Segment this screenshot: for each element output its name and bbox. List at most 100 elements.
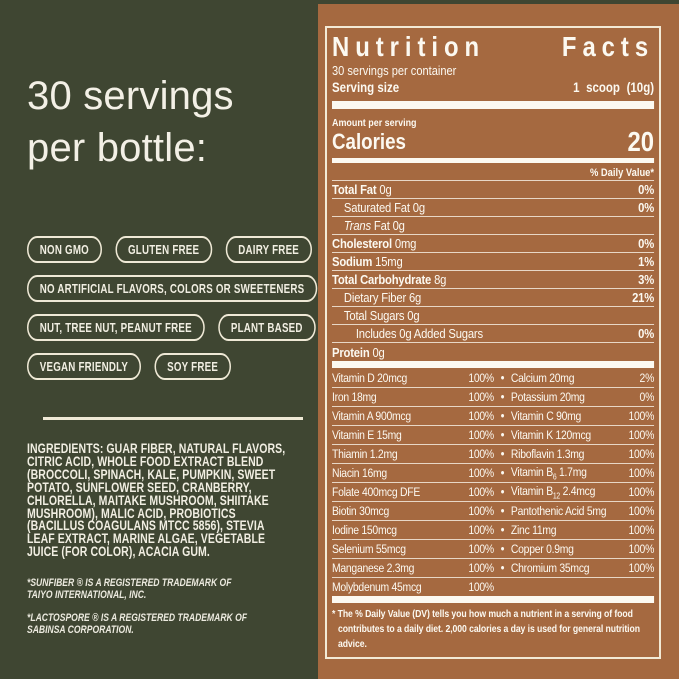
micronutrient-right-dv: 100% xyxy=(628,485,655,499)
trademark-note-lactospore: *LACTOSPORE ® IS A REGISTERED TRADEMARK … xyxy=(27,612,248,637)
micronutrient-left-name: Vitamin D 20mcg xyxy=(332,370,408,385)
nutrient-row: Total Fat 0g 0% xyxy=(332,181,654,199)
micronutrient-left-name: Vitamin E 15mg xyxy=(332,428,402,442)
micronutrient-left-name: Biotin 30mcg xyxy=(332,504,389,518)
nutrient-rows: Total Fat 0g 0% Saturated Fat 0g 0% Trans Fa… xyxy=(332,181,654,361)
micronutrient-bullet: • xyxy=(500,409,505,423)
nutrient-row: Total Sugars 0g xyxy=(332,307,655,325)
nutrient-name: Trans Fat 0g xyxy=(343,218,405,233)
nutrient-name: Total Carbohydrate 8g xyxy=(332,272,447,287)
nutrient-name: Total Fat 0g xyxy=(332,182,392,197)
claim-badge-pill: PLANT BASED xyxy=(218,314,316,341)
micronutrient-bullet: • xyxy=(500,428,505,442)
serving-size-label: Serving size xyxy=(332,80,400,95)
micronutrient-row: Vitamin E 15mg 100% • Vitamin K 120mcg 100% xyxy=(332,425,654,444)
ingredients-text: INGREDIENTS: GUAR FIBER, NATURAL FLAVORS… xyxy=(27,441,286,560)
micronutrient-right-name: Potassium 20mg xyxy=(510,390,585,404)
micronutrient-left-name: Iron 18mg xyxy=(332,390,377,404)
trademark-note-sunfiber: *SUNFIBER ® IS A REGISTERED TRADEMARK OF… xyxy=(27,577,232,602)
nutrient-daily-value: 21% xyxy=(632,290,655,305)
micronutrient-right-dv: 100% xyxy=(628,447,655,461)
nutrient-row: Dietary Fiber 6g 21% xyxy=(332,289,654,307)
micronutrient-row: Iodine 150mcg 100% • Zinc 11mg 100% xyxy=(332,520,654,539)
micronutrient-right-name: Vitamin K 120mcg xyxy=(510,428,591,442)
micronutrient-bullet: • xyxy=(500,485,505,499)
micronutrient-left-dv: 100% xyxy=(468,485,494,499)
micronutrient-left-dv: 100% xyxy=(468,504,494,518)
micronutrient-row: Manganese 2.3mg 100% • Chromium 35mcg 100% xyxy=(332,558,654,577)
micronutrient-right-name: Pantothenic Acid 5mg xyxy=(510,504,607,518)
micronutrient-row: Vitamin A 900mcg 100% • Vitamin C 90mg 100% xyxy=(332,406,654,425)
nutrient-daily-value: 0% xyxy=(638,326,655,341)
micronutrient-right-dv: 100% xyxy=(628,409,655,423)
servings-heading-line2: per bottle: xyxy=(27,126,208,170)
right-panel: Nutrition Facts 30 servings per container… xyxy=(318,4,679,679)
micronutrient-bullet: • xyxy=(500,370,505,385)
separator-bar-thick xyxy=(332,101,655,109)
micronutrient-left-dv: 100% xyxy=(468,390,494,404)
micronutrient-row: Niacin 16mg 100% • Vitamin B6 1.7mg 100% xyxy=(332,463,654,482)
nutrient-name: Cholesterol 0mg xyxy=(332,236,417,251)
nutrient-daily-value: 0% xyxy=(638,236,655,251)
micronutrient-right-name: Riboflavin 1.3mg xyxy=(510,447,585,461)
nutrition-facts-title-word: Facts xyxy=(561,31,655,62)
separator-bar-medium xyxy=(332,158,655,163)
nutrient-daily-value: 0% xyxy=(638,200,655,215)
micronutrient-right-dv: 100% xyxy=(628,523,655,537)
servings-heading-line1: 30 servings xyxy=(27,74,234,118)
nutrient-row: Sodium 15mg 1% xyxy=(332,253,654,271)
calories-row: Calories 20 xyxy=(332,126,655,157)
micronutrient-row: Molybdenum 45mcg 100% xyxy=(332,577,655,596)
badge-row: NO ARTIFICIAL FLAVORS, COLORS OR SWEETEN… xyxy=(27,275,320,302)
nutrient-daily-value: 3% xyxy=(638,272,655,287)
micronutrient-left-dv: 100% xyxy=(468,542,494,556)
micronutrient-row: Thiamin 1.2mg 100% • Riboflavin 1.3mg 100% xyxy=(332,444,654,463)
calories-label: Calories xyxy=(332,129,406,154)
micronutrient-left-dv: 100% xyxy=(468,561,494,575)
micronutrient-row: Iron 18mg 100% • Potassium 20mg 0% xyxy=(332,387,654,406)
micronutrient-left-dv: 100% xyxy=(468,370,494,385)
micronutrient-right-dv: 0% xyxy=(639,390,655,404)
micronutrient-left-name: Manganese 2.3mg xyxy=(332,561,415,575)
serving-size-row: Serving size 1 scoop (10g) xyxy=(332,80,654,96)
micronutrient-rows: Vitamin D 20mcg 100% • Calcium 20mg 2% Iron 1… xyxy=(332,368,654,596)
micronutrient-left-name: Molybdenum 45mcg xyxy=(332,580,422,594)
micronutrient-row: Biotin 30mcg 100% • Pantothenic Acid 5mg 100… xyxy=(332,501,654,520)
nutrition-facts-content: Nutrition Facts 30 servings per container… xyxy=(332,31,655,652)
calories-value: 20 xyxy=(627,126,655,157)
micronutrient-right-name: Vitamin B12 2.4mcg xyxy=(510,483,596,501)
nutrient-name: Saturated Fat 0g xyxy=(343,200,425,215)
micronutrient-left-dv: 100% xyxy=(468,409,494,423)
separator-bar-thick xyxy=(332,596,655,603)
nutrient-row: Protein 0g xyxy=(332,343,654,361)
nutrient-row: Includes 0g Added Sugars 0% xyxy=(332,325,654,343)
micronutrient-left-name: Vitamin A 900mcg xyxy=(332,409,411,423)
micronutrient-right-dv: 100% xyxy=(628,428,655,442)
micronutrient-right-dv: 2% xyxy=(639,370,655,385)
nutrient-name: Sodium 15mg xyxy=(332,254,403,269)
claim-badge-pill: NUT, TREE NUT, PEANUT FREE xyxy=(27,314,205,341)
micronutrient-row: Folate 400mcg DFE 100% • Vitamin B12 2.4mcg… xyxy=(332,482,654,501)
claim-badge-pill: SOY FREE xyxy=(154,353,231,380)
claim-badge-pill: NON GMO xyxy=(27,236,102,263)
micronutrient-bullet: • xyxy=(500,447,505,461)
micronutrient-row: Vitamin D 20mcg 100% • Calcium 20mg 2% xyxy=(332,368,654,387)
micronutrient-bullet: • xyxy=(500,561,505,575)
claim-badge-pill: GLUTEN FREE xyxy=(115,236,213,263)
micronutrient-left-name: Niacin 16mg xyxy=(332,466,387,480)
badge-row: NON GMO GLUTEN FREE DAIRY FREE xyxy=(27,236,320,263)
nutrient-row: Trans Fat 0g xyxy=(332,217,655,235)
ingredients-block: INGREDIENTS: GUAR FIBER, NATURAL FLAVORS… xyxy=(27,441,288,637)
claim-badge-pill: VEGAN FRIENDLY xyxy=(27,353,141,380)
badge-row: VEGAN FRIENDLY SOY FREE xyxy=(27,353,320,380)
micronutrient-bullet: • xyxy=(500,542,505,556)
serving-size-value: 1 scoop (10g) xyxy=(573,80,655,95)
nutrient-name: Total Sugars 0g xyxy=(343,308,420,323)
micronutrient-bullet: • xyxy=(500,504,505,518)
micronutrient-right-dv: 100% xyxy=(628,542,655,556)
servings-per-container: 30 servings per container xyxy=(332,63,457,78)
micronutrient-bullet: • xyxy=(500,466,505,480)
nutrient-daily-value: 0% xyxy=(638,182,655,197)
micronutrient-right-name: Chromium 35mcg xyxy=(510,561,590,575)
